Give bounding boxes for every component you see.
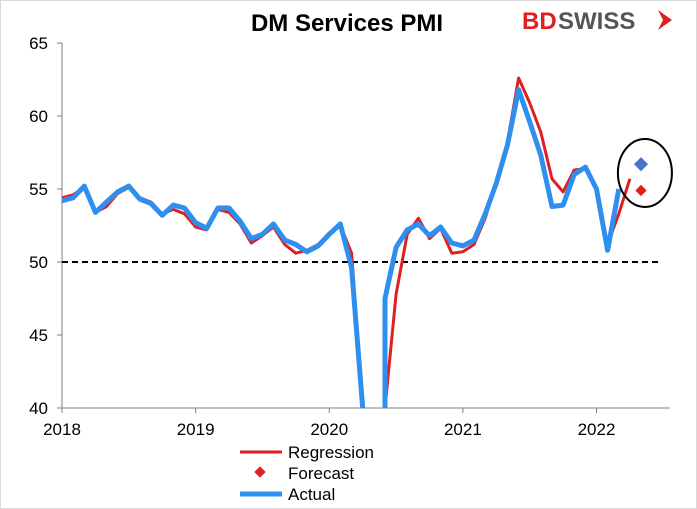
highlight-circle xyxy=(616,137,673,208)
y-tick-label: 65 xyxy=(29,34,48,53)
x-tick-label: 2019 xyxy=(177,420,215,439)
x-tick-label: 2021 xyxy=(444,420,482,439)
legend-label-actual: Actual xyxy=(288,485,335,504)
legend-label-forecast: Forecast xyxy=(288,464,354,483)
x-tick-label: 2022 xyxy=(578,420,616,439)
legend-label-regression: Regression xyxy=(288,443,374,462)
logo-text-swiss: SWISS xyxy=(558,8,635,35)
y-tick-label: 40 xyxy=(29,399,48,418)
y-tick-label: 60 xyxy=(29,107,48,126)
logo-text-bd: BD xyxy=(522,8,557,35)
series-regression-line xyxy=(383,76,632,409)
series-actual-line xyxy=(382,87,622,408)
x-tick-label: 2020 xyxy=(310,420,348,439)
y-tick-label: 55 xyxy=(29,180,48,199)
forecast-point xyxy=(635,184,647,197)
chart-title: DM Services PMI xyxy=(251,10,443,37)
forecast-actual-point xyxy=(633,157,649,172)
brand-logo: BD SWISS xyxy=(522,8,672,35)
y-tick-label: 45 xyxy=(29,326,48,345)
series-lines xyxy=(61,76,632,409)
axes: 40 45 50 55 60 65 2018 2019 2020 2021 2022 xyxy=(29,34,670,439)
legend-swatch-forecast xyxy=(254,466,266,478)
series-actual-line xyxy=(61,183,366,409)
y-tick-label: 50 xyxy=(29,253,48,272)
x-tick-label: 2018 xyxy=(43,420,81,439)
logo-arrow-icon xyxy=(658,10,672,30)
forecast-markers xyxy=(616,137,673,208)
legend: Regression Forecast Actual xyxy=(240,443,374,504)
